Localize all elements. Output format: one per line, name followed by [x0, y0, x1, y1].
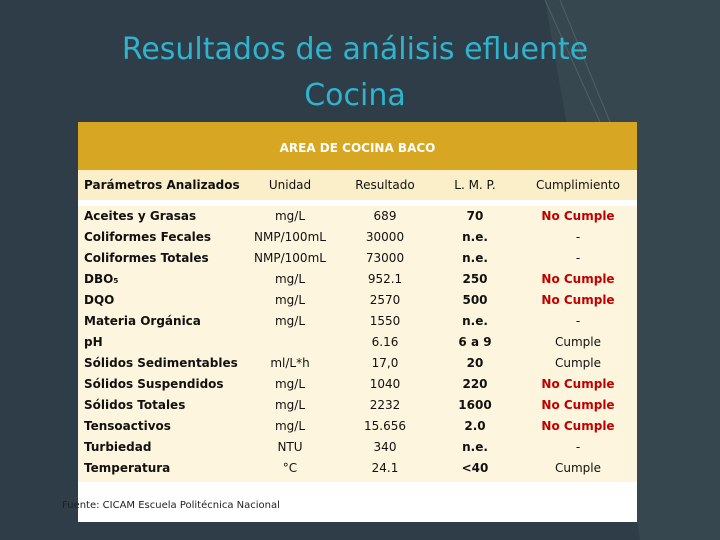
value-cell: NTU [277, 440, 303, 454]
table-caption: AREA DE COCINA BACO [78, 122, 637, 170]
header-row [78, 170, 637, 200]
value-cell: 689 [373, 209, 397, 223]
column-header: Cumplimiento [535, 178, 621, 192]
parameter-cell: Coliformes Totales [84, 251, 209, 265]
parameter-cell: Aceites y Grasas [84, 209, 197, 223]
value-cell: Cumple [554, 461, 602, 475]
parameter-cell: Coliformes Fecales [84, 230, 212, 244]
value-cell: Cumple [554, 335, 602, 349]
table: AREA DE COCINA BACO Fuente: CICAM Escuel… [62, 122, 637, 522]
parameter-cell: Sólidos Totales [84, 398, 186, 412]
value-cell: mg/L [274, 314, 306, 328]
parameter-cell: Turbiedad [84, 440, 152, 454]
value-cell: No Cumple [541, 272, 615, 286]
value-cell: No Cumple [541, 293, 615, 307]
value-cell: °C [282, 461, 298, 475]
parameter-cell: pH [84, 335, 103, 349]
column-header: Parámetros Analizados [84, 178, 240, 192]
value-cell: mg/L [274, 398, 306, 412]
value-cell: 1040 [369, 377, 401, 391]
table-body [78, 206, 637, 482]
value-cell: 30000 [365, 230, 405, 244]
value-cell: 340 [373, 440, 397, 454]
value-cell: 500 [462, 293, 488, 307]
value-cell: mg/L [274, 272, 306, 286]
title: Resultados de análisis efluente [121, 32, 589, 67]
title: Cocina [304, 78, 406, 113]
value-cell: 2570 [369, 293, 401, 307]
value-cell: ml/L*h [270, 356, 310, 370]
value-cell: 24.1 [371, 461, 399, 475]
value-cell: n.e. [462, 440, 488, 454]
value-cell: 70 [466, 209, 484, 223]
parameter-cell: Sólidos Sedimentables [84, 356, 238, 370]
value-cell: 250 [462, 272, 488, 286]
value-cell: 220 [462, 377, 488, 391]
value-cell: 2.0 [464, 419, 486, 433]
parameter-cell: Materia Orgánica [84, 314, 201, 328]
value-cell: NMP/100mL [254, 230, 326, 244]
value-cell: 2232 [369, 398, 401, 412]
value-cell: 20 [466, 356, 484, 370]
value-cell: No Cumple [541, 377, 615, 391]
value-cell: - [575, 251, 581, 265]
value-cell: 1550 [369, 314, 401, 328]
value-cell: 6.16 [371, 335, 399, 349]
column-header: Resultado [355, 178, 415, 192]
value-cell: 15.656 [364, 419, 406, 433]
value-cell: n.e. [462, 314, 488, 328]
value-cell: <40 [461, 461, 489, 475]
parameter-cell: Sólidos Suspendidos [84, 377, 224, 391]
column-header: L. M. P. [454, 178, 496, 192]
value-cell: mg/L [274, 377, 306, 391]
value-cell: n.e. [462, 230, 488, 244]
value-cell: mg/L [274, 209, 306, 223]
value-cell: - [575, 314, 581, 328]
parameter-cell: Temperatura [84, 461, 171, 475]
value-cell: - [575, 440, 581, 454]
value-cell: 6 a 9 [458, 335, 492, 349]
value-cell: NMP/100mL [254, 251, 326, 265]
value-cell: - [575, 230, 581, 244]
value-cell: mg/L [274, 419, 306, 433]
value-cell: 73000 [365, 251, 405, 265]
column-header: Unidad [268, 178, 312, 192]
value-cell: No Cumple [541, 398, 615, 412]
value-cell: n.e. [462, 251, 488, 265]
value-cell: 952.1 [367, 272, 403, 286]
parameter-cell: Tensoactivos [84, 419, 171, 433]
value-cell: mg/L [274, 293, 306, 307]
parameter-cell: DQO [84, 293, 115, 307]
parameter-cell: DBO₅ [84, 272, 119, 286]
value-cell: 17,0 [371, 356, 399, 370]
value-cell: No Cumple [541, 209, 615, 223]
value-cell: 1600 [458, 398, 492, 412]
value-cell: No Cumple [541, 419, 615, 433]
value-cell: Cumple [554, 356, 602, 370]
source-note: Fuente: CICAM Escuela Politécnica Nacion… [62, 500, 280, 511]
